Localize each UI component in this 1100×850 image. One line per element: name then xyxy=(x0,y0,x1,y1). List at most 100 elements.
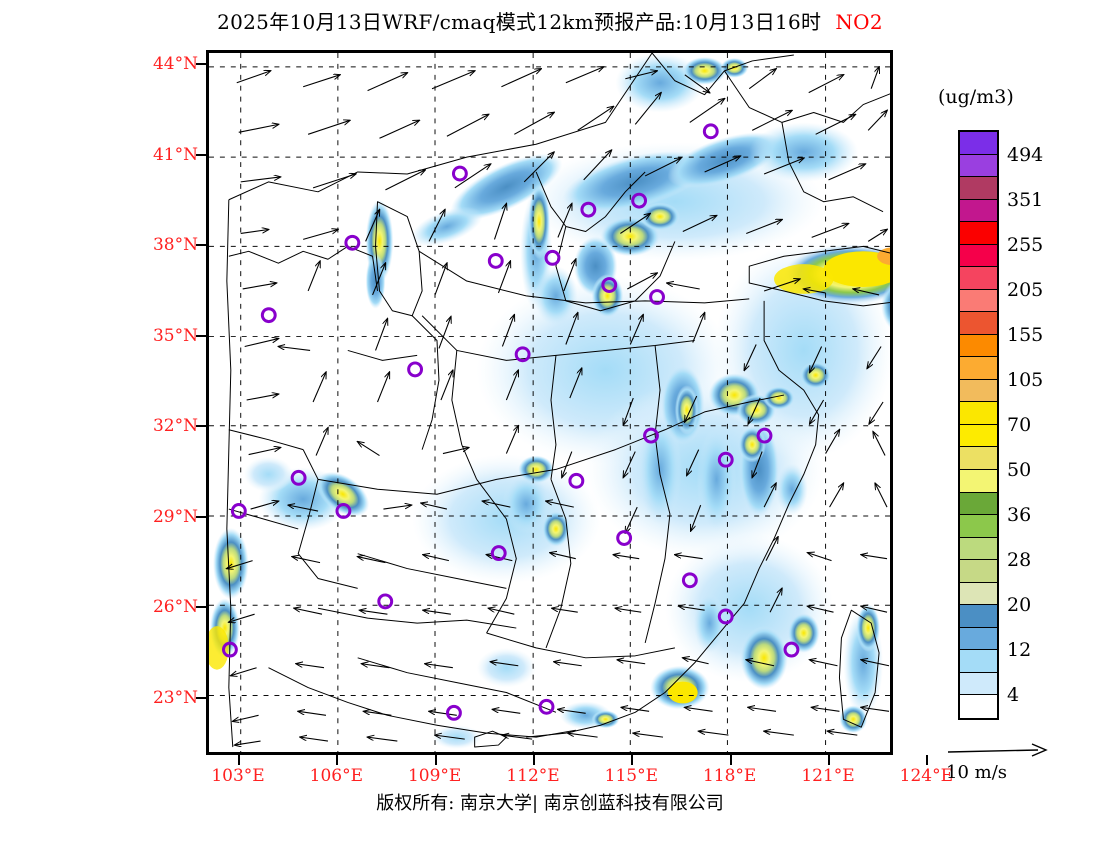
y-axis-label: 38°N xyxy=(152,235,198,256)
x-axis-label: 115°E xyxy=(604,766,659,786)
y-axis-tick xyxy=(196,244,206,247)
colorbar-band xyxy=(960,695,997,718)
colorbar-band xyxy=(960,424,997,448)
colorbar-band xyxy=(960,672,997,696)
station-marker[interactable] xyxy=(377,593,394,610)
colorbar-band xyxy=(960,627,997,651)
colorbar-band xyxy=(960,312,997,335)
colorbar-label: 205 xyxy=(1007,278,1044,301)
station-marker[interactable] xyxy=(260,307,277,324)
station-marker[interactable] xyxy=(335,503,352,519)
colorbar-label: 4 xyxy=(1007,684,1020,707)
colorbar-band xyxy=(960,650,997,673)
x-axis-label: 112°E xyxy=(506,766,560,786)
colorbar-band xyxy=(960,132,997,155)
chart-title-text: 2025年10月13日WRF/cmaq模式12km预报产品:10月13日16时 xyxy=(217,10,822,34)
copyright-footer: 版权所有: 南京大学| 南京创蓝科技有限公司 xyxy=(376,793,724,814)
station-marker[interactable] xyxy=(717,608,734,625)
x-axis-label: 121°E xyxy=(801,766,855,786)
colorbar-band xyxy=(960,334,997,358)
station-marker[interactable] xyxy=(783,641,800,658)
station-marker[interactable] xyxy=(514,346,531,363)
colorbar-label: 351 xyxy=(1007,188,1044,211)
station-marker[interactable] xyxy=(290,469,307,486)
station-marker[interactable] xyxy=(756,427,773,444)
y-axis-label: 23°N xyxy=(152,688,198,708)
y-axis-ticks xyxy=(196,50,208,755)
wind-scale-label: 10 m/s xyxy=(946,762,1007,783)
station-marker[interactable] xyxy=(490,545,507,562)
y-axis-labels: 44°N 41°N 38°N 35°N 32°N 29°N 26°N 23°N xyxy=(120,50,198,755)
station-marker[interactable] xyxy=(681,572,698,589)
colorbar-tick-labels: 494 351 255 205 155 105 70 50 36 28 20 12 4 xyxy=(1003,130,1098,720)
y-axis-tick xyxy=(196,425,206,428)
wind-scale-arrow-icon xyxy=(947,743,1048,757)
chart-species-label: NO2 xyxy=(835,10,883,34)
colorbar-band xyxy=(960,537,997,561)
station-marker[interactable] xyxy=(487,252,504,269)
colorbar-unit-label: (ug/m3) xyxy=(938,86,1014,108)
colorbar-label: 155 xyxy=(1007,323,1044,346)
chart-title: 2025年10月13日WRF/cmaq模式12km预报产品:10月13日16时 N… xyxy=(0,6,1100,35)
x-axis-tick xyxy=(631,755,634,765)
station-marker[interactable] xyxy=(702,123,719,140)
x-axis-labels: 103°E 106°E 109°E 112°E 115°E 118°E 121°E 124°E xyxy=(206,760,953,790)
station-marker[interactable] xyxy=(407,361,424,378)
colorbar-label: 28 xyxy=(1007,549,1032,572)
wind-vector-overlay xyxy=(227,67,890,745)
colorbar-band xyxy=(960,515,997,538)
station-marker[interactable] xyxy=(568,472,585,489)
station-marker[interactable] xyxy=(580,201,597,218)
colorbar-band xyxy=(960,469,997,493)
map-svg xyxy=(209,53,890,752)
colorbar-band xyxy=(960,289,997,313)
y-axis-label: 29°N xyxy=(152,506,198,527)
station-marker[interactable] xyxy=(631,192,648,209)
colorbar-band xyxy=(960,244,997,268)
station-marker[interactable] xyxy=(601,277,618,293)
station-marker[interactable] xyxy=(538,698,555,715)
wind-scale-legend: 10 m/s xyxy=(946,740,1086,790)
colorbar-label: 105 xyxy=(1007,368,1044,391)
y-axis-label: 26°N xyxy=(152,597,198,618)
y-axis-tick xyxy=(196,697,206,699)
colorbar-band xyxy=(960,379,997,403)
x-axis-tick xyxy=(828,755,830,765)
y-axis-label: 44°N xyxy=(152,54,198,74)
colorbar-band xyxy=(960,267,997,290)
station-marker-group[interactable] xyxy=(221,123,800,721)
colorbar-band xyxy=(960,605,997,628)
colorbar-label: 70 xyxy=(1007,414,1032,436)
x-axis-label: 103°E xyxy=(211,766,265,786)
station-marker[interactable] xyxy=(446,704,462,721)
x-axis-label: 118°E xyxy=(702,766,757,786)
map-plot-area[interactable] xyxy=(206,50,893,755)
colorbar-band xyxy=(960,447,997,470)
station-marker[interactable] xyxy=(643,427,659,444)
station-marker[interactable] xyxy=(649,289,665,305)
colorbar[interactable] xyxy=(958,130,999,720)
station-marker[interactable] xyxy=(451,165,468,182)
colorbar-label: 494 xyxy=(1007,143,1044,166)
x-axis-label: 106°E xyxy=(309,766,364,786)
y-axis-tick xyxy=(196,515,206,518)
x-axis-label: 124°E xyxy=(899,766,954,786)
y-axis-tick xyxy=(196,153,206,156)
colorbar-label: 12 xyxy=(1007,639,1032,662)
station-marker[interactable] xyxy=(717,451,734,468)
map-boundaries xyxy=(226,53,890,748)
x-axis-tick xyxy=(434,755,437,765)
y-axis-label: 32°N xyxy=(152,416,198,437)
x-axis-tick xyxy=(533,755,535,765)
station-marker[interactable] xyxy=(221,641,238,658)
station-marker[interactable] xyxy=(344,234,361,251)
station-marker[interactable] xyxy=(544,249,561,266)
x-axis-tick xyxy=(238,755,240,765)
colorbar-label: 36 xyxy=(1007,504,1032,527)
x-axis-tick xyxy=(729,755,732,765)
colorbar-label: 20 xyxy=(1007,594,1032,617)
station-marker[interactable] xyxy=(230,503,247,519)
station-marker[interactable] xyxy=(616,530,633,546)
y-axis-tick xyxy=(196,63,206,65)
colorbar-band xyxy=(960,560,997,583)
